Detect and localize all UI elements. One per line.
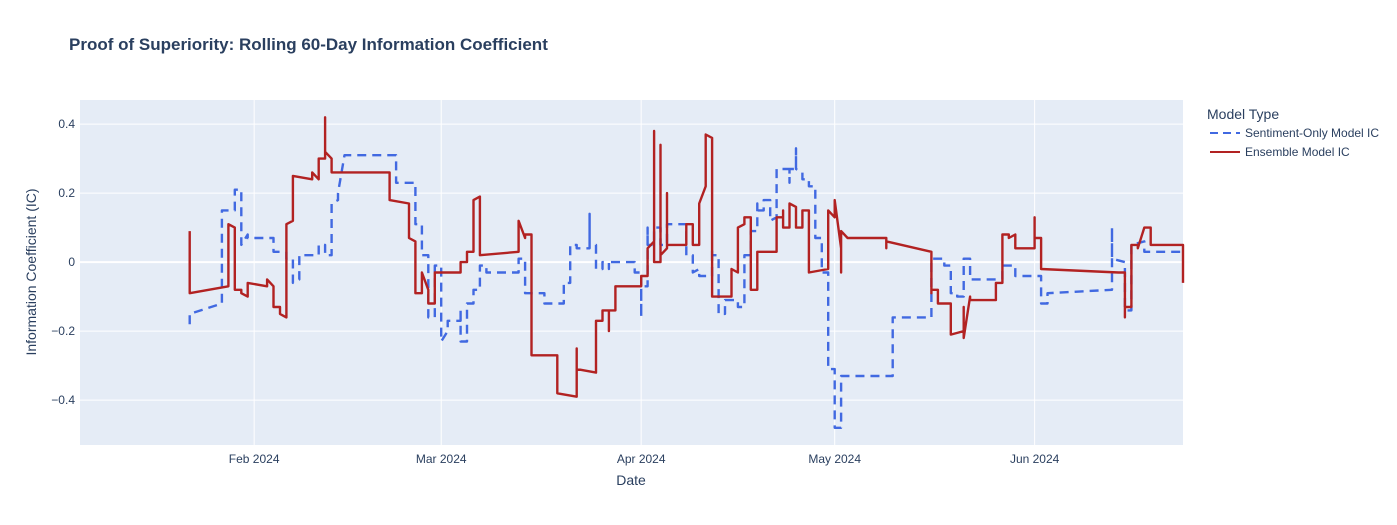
- chart-title: Proof of Superiority: Rolling 60-Day Inf…: [69, 35, 548, 54]
- legend: Model Type Sentiment-Only Model IC Ensem…: [1207, 106, 1379, 159]
- x-axis-title: Date: [616, 472, 646, 488]
- y-tick-label: 0: [68, 255, 75, 269]
- y-tick-label: 0.4: [58, 117, 75, 131]
- legend-item-ensemble[interactable]: Ensemble Model IC: [1210, 145, 1350, 159]
- x-tick-label: Apr 2024: [617, 452, 666, 466]
- x-axis-ticks: Feb 2024 Mar 2024 Apr 2024 May 2024 Jun 2024: [229, 452, 1060, 466]
- y-tick-label: −0.4: [51, 393, 75, 407]
- plot-area: [80, 100, 1183, 445]
- y-axis-title: Information Coefficient (IC): [23, 188, 39, 355]
- legend-label-sentiment: Sentiment-Only Model IC: [1245, 126, 1379, 140]
- legend-label-ensemble: Ensemble Model IC: [1245, 145, 1350, 159]
- legend-item-sentiment[interactable]: Sentiment-Only Model IC: [1210, 126, 1379, 140]
- series-lines: [188, 116, 1185, 429]
- y-tick-label: −0.2: [51, 324, 75, 338]
- series-line-sentiment: [188, 147, 1183, 429]
- x-tick-label: May 2024: [808, 452, 861, 466]
- legend-title: Model Type: [1207, 106, 1279, 122]
- x-tick-label: Mar 2024: [416, 452, 467, 466]
- y-tick-label: 0.2: [58, 186, 75, 200]
- x-tick-label: Feb 2024: [229, 452, 280, 466]
- x-tick-label: Jun 2024: [1010, 452, 1060, 466]
- y-axis-ticks: 0.4 0.2 0 −0.2 −0.4: [51, 117, 75, 407]
- series-line-ensemble: [188, 116, 1185, 398]
